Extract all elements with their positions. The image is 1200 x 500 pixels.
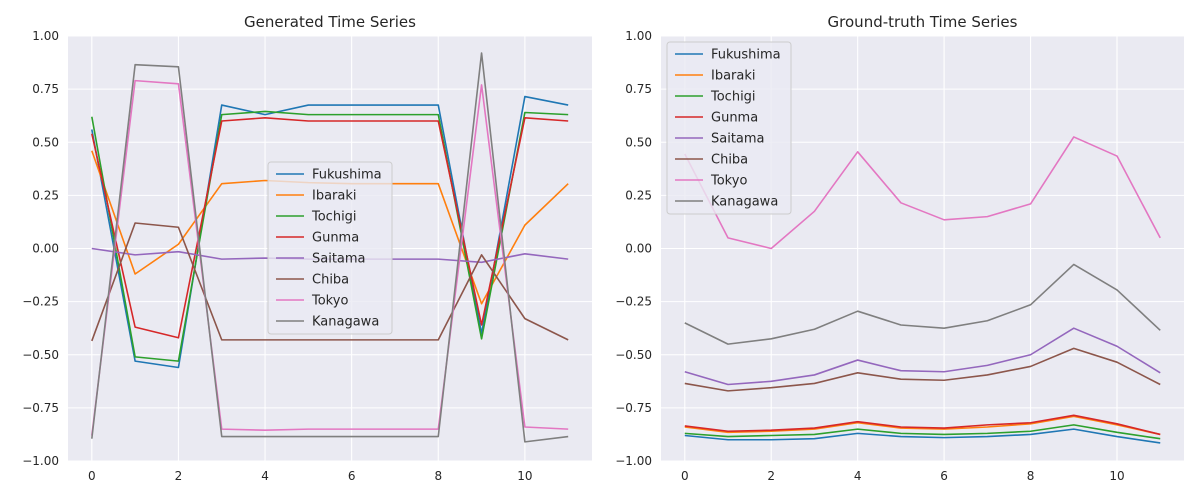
- chart-title: Ground-truth Time Series: [828, 13, 1018, 31]
- legend-label: Gunma: [711, 111, 758, 126]
- series-line-ibaraki: [684, 415, 1161, 436]
- series-line-chiba: [91, 222, 569, 342]
- y-tick-label: 0.25: [32, 188, 59, 202]
- y-tick-label: 0.50: [625, 135, 652, 149]
- y-tick-label: −1.00: [22, 454, 59, 468]
- legend-label: Tokyo: [710, 174, 747, 189]
- y-tick-label: 0.00: [32, 242, 59, 256]
- y-tick-label: −0.50: [615, 348, 652, 362]
- ground-truth-time-series-chart: −1.00 −0.75 −0.50 −0.25 0.00 0.25 0.50 0.75 1.00…: [615, 13, 1184, 483]
- legend-label: Chiba: [711, 153, 748, 168]
- y-tick-label: −0.75: [615, 401, 652, 415]
- y-tick-label: −0.25: [22, 295, 59, 309]
- x-tick-label: 2: [767, 469, 775, 483]
- y-tick-label: 1.00: [625, 29, 652, 43]
- series-line-gunma: [91, 117, 569, 339]
- x-tick-label: 6: [348, 469, 356, 483]
- y-tick-label: 0.75: [32, 82, 59, 96]
- x-tick-label: 4: [261, 469, 269, 483]
- series-line-fukushima: [684, 428, 1161, 444]
- series-line-chiba: [684, 347, 1161, 392]
- y-tick-label: −0.75: [22, 401, 59, 415]
- y-tick-label: 1.00: [32, 29, 59, 43]
- y-tick-label: −0.25: [615, 295, 652, 309]
- y-tick-label: −0.50: [22, 348, 59, 362]
- legend-label: Ibaraki: [312, 189, 357, 204]
- series-line-tokyo: [91, 79, 569, 436]
- x-tick-label: 8: [1027, 469, 1035, 483]
- x-tick-label: 6: [940, 469, 948, 483]
- x-tick-label: 2: [175, 469, 183, 483]
- series-line-tochigi: [91, 110, 569, 362]
- legend-label: Fukushima: [711, 48, 781, 63]
- x-tick-label: 8: [434, 469, 442, 483]
- x-tick-label: 0: [681, 469, 689, 483]
- y-tick-label: −1.00: [615, 454, 652, 468]
- legend-box: [267, 161, 393, 335]
- x-tick-label: 4: [854, 469, 862, 483]
- y-tick-label: 0.00: [625, 242, 652, 256]
- legend-label: Saitama: [711, 132, 765, 147]
- legend-label: Ibaraki: [711, 69, 756, 84]
- series-line-kanagawa: [91, 52, 569, 443]
- y-tick-label: 0.50: [32, 135, 59, 149]
- generated-time-series-chart: −1.00 −0.75 −0.50 −0.25 0.00 0.25 0.50 0.75 1.00…: [22, 13, 592, 483]
- legend-label: Tochigi: [311, 210, 357, 225]
- legend-label: Fukushima: [312, 168, 382, 183]
- legend-label: Kanagawa: [312, 315, 379, 330]
- chart-title: Generated Time Series: [244, 13, 416, 31]
- y-tick-label: 0.25: [625, 188, 652, 202]
- series-line-tokyo: [684, 136, 1161, 250]
- series-line-gunma: [684, 414, 1161, 436]
- series-line-saitama: [684, 327, 1161, 386]
- x-tick-label: 0: [88, 469, 96, 483]
- x-tick-label: 10: [517, 469, 532, 483]
- legend-label: Saitama: [312, 252, 366, 267]
- legend-label: Kanagawa: [711, 195, 778, 210]
- legend-label: Gunma: [312, 231, 359, 246]
- legend-label: Tokyo: [311, 294, 348, 309]
- series-line-kanagawa: [684, 263, 1161, 345]
- y-tick-label: 0.75: [625, 82, 652, 96]
- series-line-tochigi: [684, 424, 1161, 440]
- x-tick-label: 10: [1109, 469, 1124, 483]
- legend-label: Chiba: [312, 273, 349, 288]
- legend-box: [666, 41, 792, 215]
- legend-label: Tochigi: [710, 90, 756, 105]
